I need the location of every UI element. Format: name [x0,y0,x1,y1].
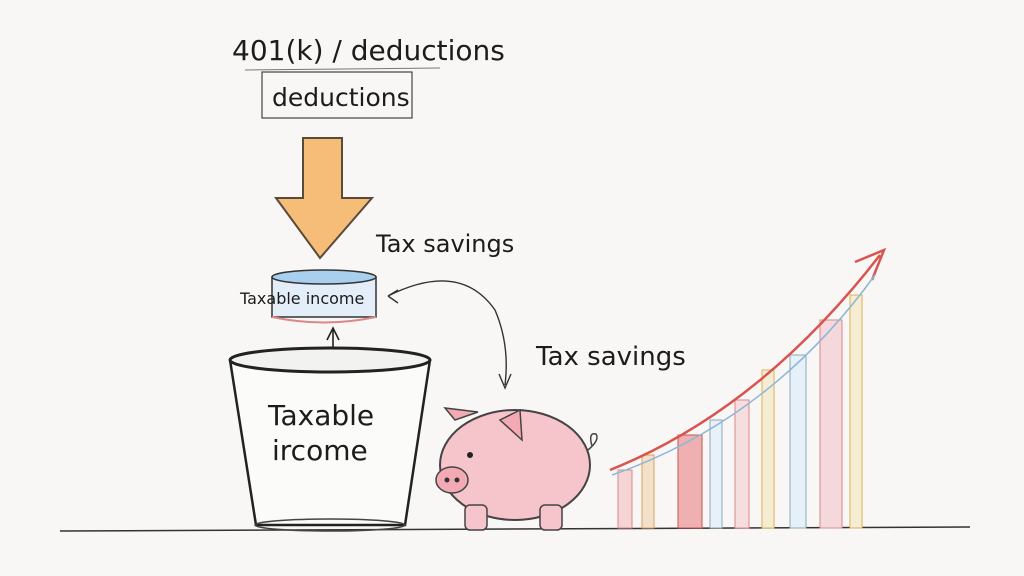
bar [849,294,863,529]
tax-savings-lower: Tax savings [535,342,686,372]
ground-line [59,526,971,532]
top-title: 401(k) / deductions [232,34,505,67]
growth-bars [617,294,863,529]
title-underline [244,67,441,71]
growth-line-blue [611,274,876,476]
down-arrow-icon [274,137,375,260]
bar [641,454,655,529]
growth-arrow-icon [609,247,887,472]
tax-savings-upper: Tax savings [375,230,514,258]
deductions-label: deductions [272,83,410,112]
deductions-box [261,71,413,119]
bar [789,354,807,529]
bucket [228,346,432,532]
taxable-income-cylinder [271,269,377,324]
bar [617,469,633,529]
bar [819,319,843,529]
piggy-bank-icon [435,407,598,531]
bar [761,369,775,529]
cylinder-label: Taxable income [239,289,364,308]
bucket-label-line1: Taxable [267,399,374,432]
bar [677,434,703,529]
bucket-label-line2: ircome [272,434,368,467]
bar [734,399,750,529]
curved-arrow-icon [387,280,512,390]
bar [709,419,723,529]
